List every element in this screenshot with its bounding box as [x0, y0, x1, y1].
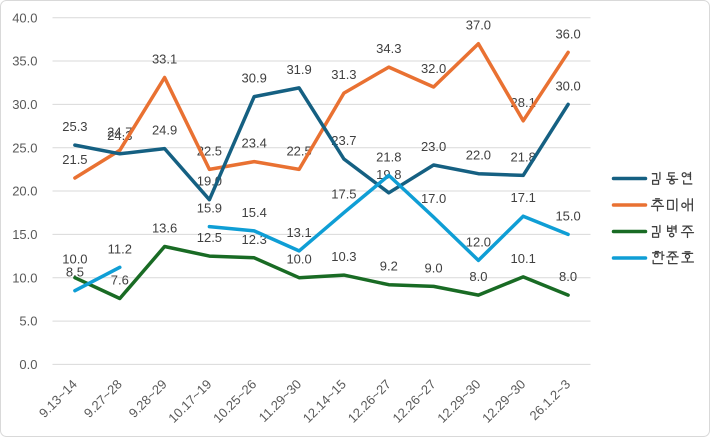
svg-text:21.5: 21.5 [62, 152, 87, 167]
svg-text:23.0: 23.0 [421, 139, 446, 154]
svg-text:22.5: 22.5 [286, 143, 311, 158]
svg-text:22.0: 22.0 [466, 148, 491, 163]
svg-text:15.0: 15.0 [555, 208, 580, 223]
svg-text:17.1: 17.1 [511, 190, 536, 205]
svg-text:30.9: 30.9 [242, 71, 267, 86]
svg-text:31.9: 31.9 [286, 62, 311, 77]
svg-text:13.1: 13.1 [286, 225, 311, 240]
svg-text:31.3: 31.3 [331, 67, 356, 82]
svg-text:17.0: 17.0 [421, 191, 446, 206]
svg-text:35.0: 35.0 [12, 54, 37, 69]
svg-text:11.2: 11.2 [108, 241, 132, 256]
svg-text:21.8: 21.8 [376, 149, 401, 164]
svg-text:25.0: 25.0 [12, 140, 37, 155]
svg-text:8.0: 8.0 [559, 269, 577, 284]
svg-text:10.0: 10.0 [62, 252, 87, 267]
svg-text:20.0: 20.0 [12, 184, 37, 199]
svg-text:10.0: 10.0 [286, 252, 311, 267]
svg-text:30.0: 30.0 [555, 78, 580, 93]
svg-text:17.5: 17.5 [331, 187, 356, 202]
svg-text:23.4: 23.4 [242, 136, 267, 151]
svg-text:9.0: 9.0 [425, 260, 443, 275]
svg-text:10.1: 10.1 [511, 251, 536, 266]
svg-text:21.8: 21.8 [511, 149, 536, 164]
svg-text:5.0: 5.0 [19, 314, 37, 329]
svg-text:24.7: 24.7 [107, 124, 132, 139]
svg-text:7.6: 7.6 [111, 273, 129, 288]
svg-text:8.0: 8.0 [469, 269, 487, 284]
svg-text:32.0: 32.0 [421, 61, 446, 76]
svg-text:30.0: 30.0 [12, 97, 37, 112]
svg-text:24.9: 24.9 [152, 123, 177, 138]
svg-text:15.0: 15.0 [12, 227, 37, 242]
svg-text:15.4: 15.4 [242, 205, 267, 220]
svg-text:10.3: 10.3 [331, 249, 356, 264]
svg-text:37.0: 37.0 [466, 18, 491, 33]
svg-text:12.5: 12.5 [197, 230, 222, 245]
svg-text:28.1: 28.1 [511, 95, 536, 110]
svg-text:40.0: 40.0 [12, 10, 37, 25]
svg-text:0.0: 0.0 [19, 357, 37, 372]
svg-text:12.0: 12.0 [466, 234, 491, 249]
svg-text:9.2: 9.2 [380, 259, 398, 274]
svg-text:15.9: 15.9 [197, 201, 222, 216]
svg-text:13.6: 13.6 [152, 221, 177, 236]
svg-text:36.0: 36.0 [555, 26, 580, 41]
svg-text:8.5: 8.5 [66, 265, 84, 280]
svg-text:25.3: 25.3 [62, 119, 87, 134]
svg-text:33.1: 33.1 [152, 52, 177, 67]
svg-text:10.0: 10.0 [12, 270, 37, 285]
svg-text:34.3: 34.3 [376, 41, 401, 56]
svg-text:23.7: 23.7 [331, 133, 356, 148]
